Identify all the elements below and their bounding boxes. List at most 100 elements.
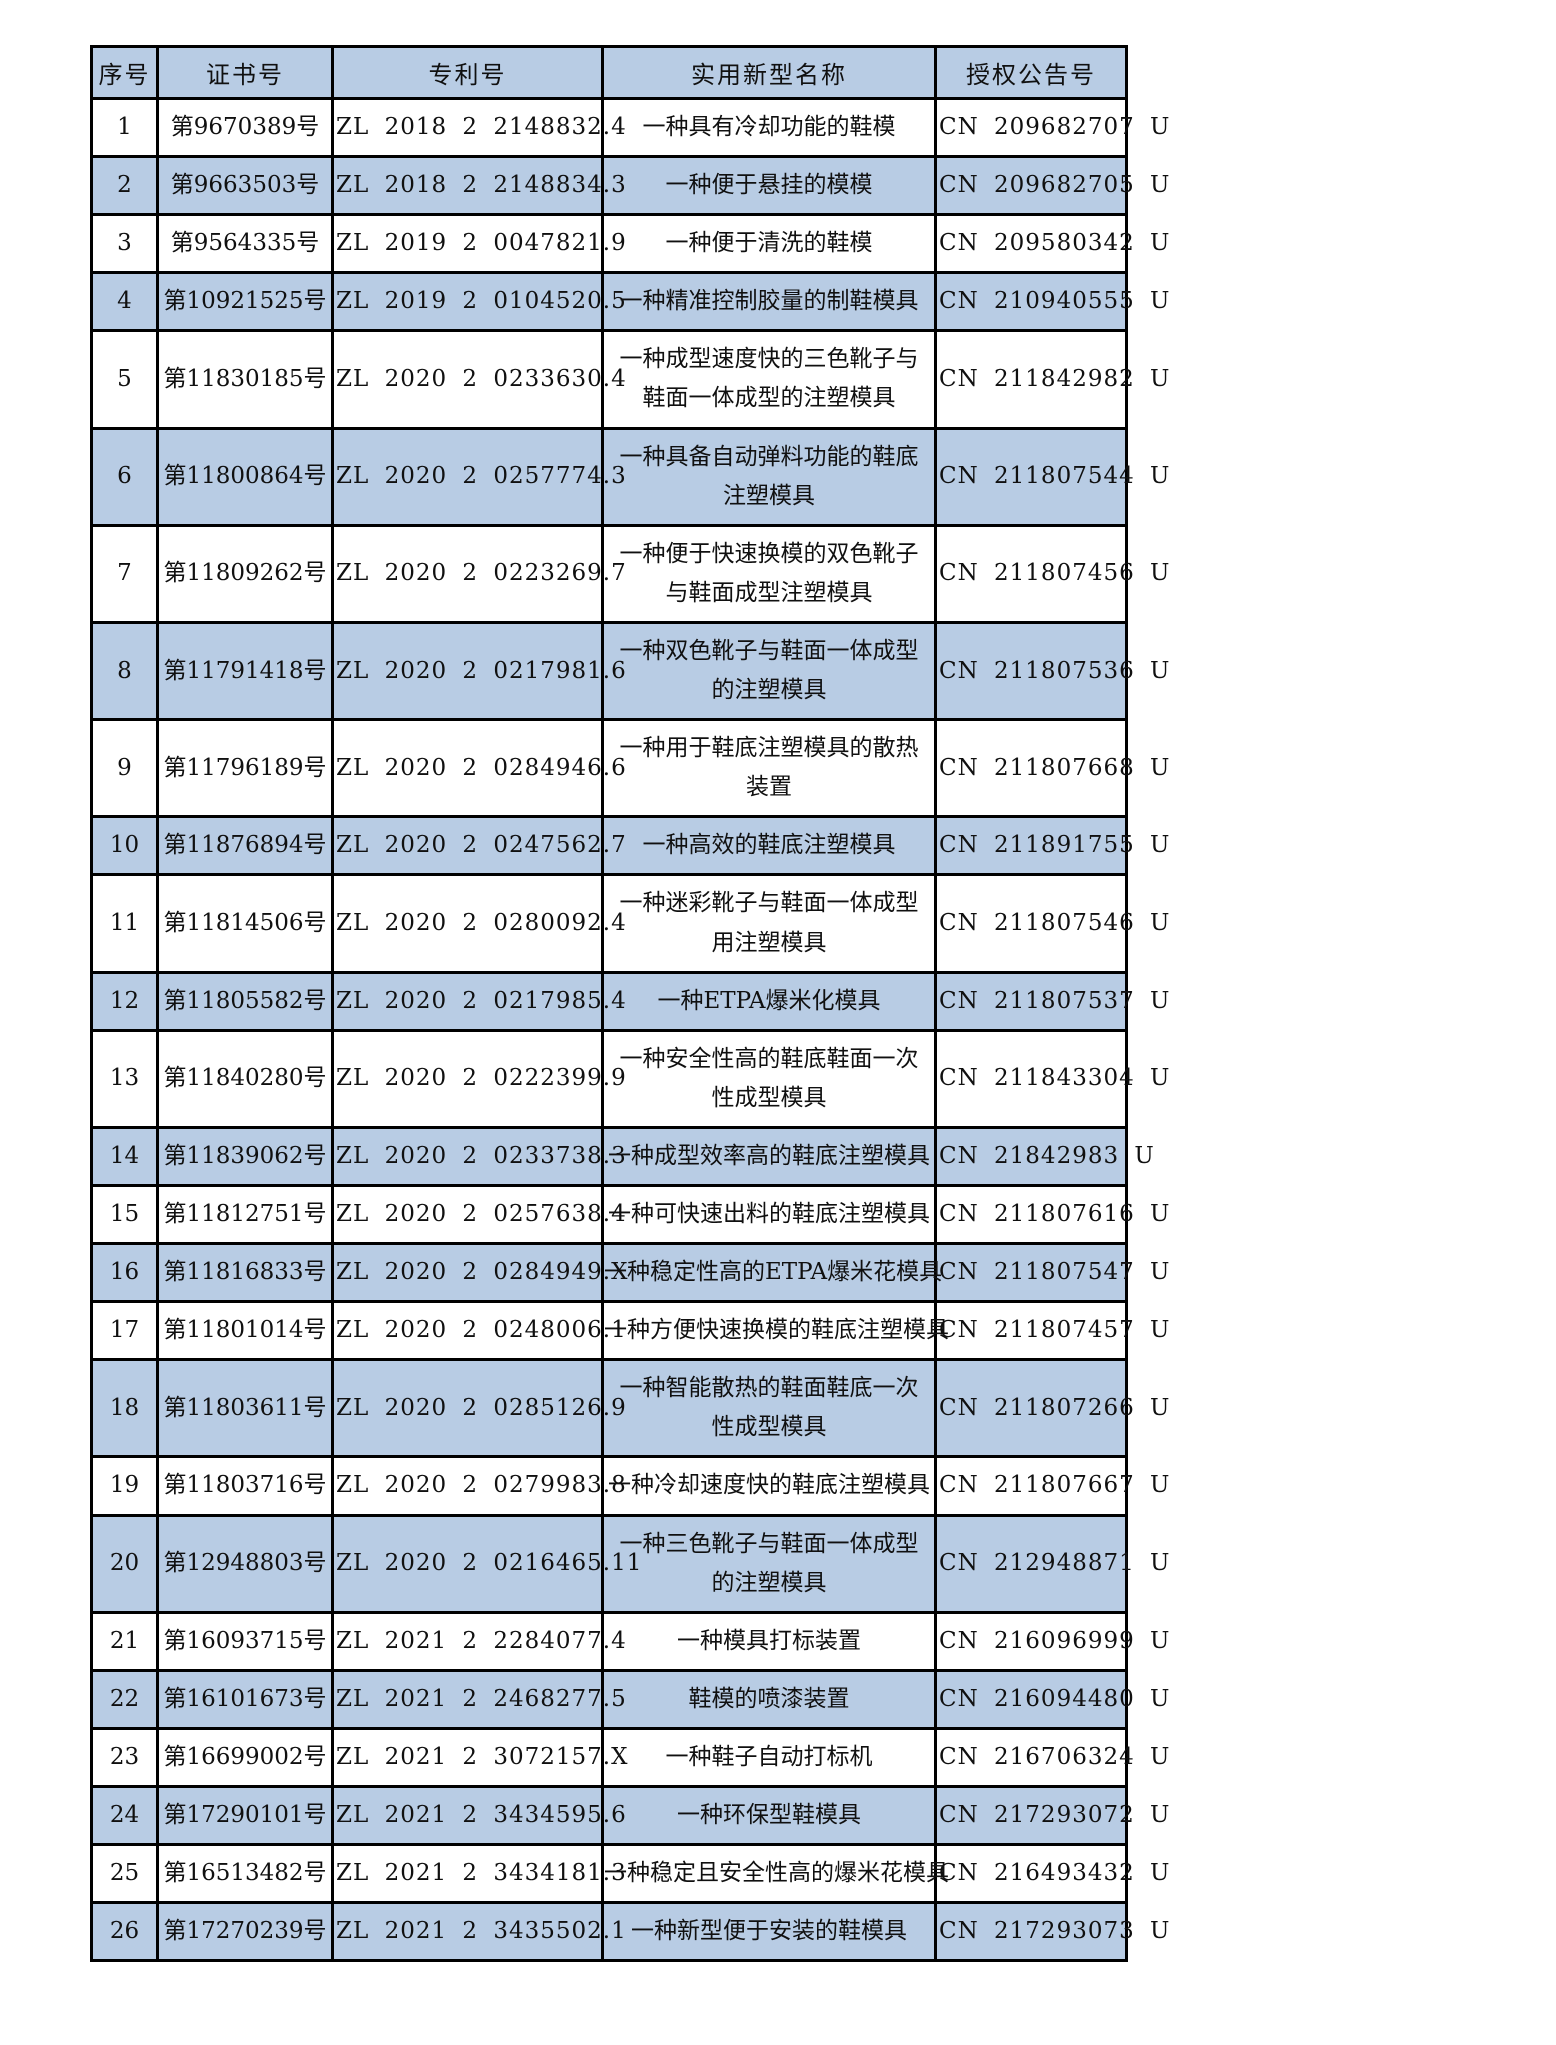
- col-header-utility-model-name: 实用新型名称: [601, 45, 937, 100]
- cell-patent-no: ZL 2020 2 0257774.3: [331, 426, 626, 527]
- cell-index: 12: [90, 970, 159, 1032]
- cell-utility-model-name: 一种成型效率高的鞋底注塑模具: [601, 1125, 937, 1187]
- col-header-patent-no: 专利号: [331, 45, 604, 100]
- table-row: 15 第11812751号 ZL 2020 2 0257638.4 一种可快速出料的鞋…: [90, 1183, 1169, 1246]
- cell-grant-publication-no: CN 211891755 U: [934, 815, 1169, 877]
- cell-utility-model-name: 一种具有冷却功能的鞋模: [601, 96, 937, 159]
- cell-index: 18: [90, 1358, 159, 1459]
- table-row: 5 第11830185号 ZL 2020 2 0233630.4 一种成型速度快的三色…: [90, 329, 1169, 430]
- cell-patent-no: ZL 2020 2 0285126.9: [331, 1358, 626, 1459]
- cell-utility-model-name: 一种便于悬挂的模模: [601, 155, 937, 217]
- table-row: 17 第11801014号 ZL 2020 2 0248006.1 一种方便快速换模的…: [90, 1300, 1169, 1362]
- cell-grant-publication-no: CN 211807616 U: [934, 1183, 1169, 1246]
- table-row: 2 第9663503号 ZL 2018 2 2148834.3 一种便于悬挂的模模 CN…: [90, 155, 1169, 217]
- cell-certificate-no: 第11876894号: [156, 815, 334, 877]
- cell-grant-publication-no: CN 211807536 U: [934, 620, 1169, 722]
- cell-index: 10: [90, 815, 159, 877]
- cell-grant-publication-no: CN 21842983 U: [934, 1125, 1154, 1187]
- cell-patent-no: ZL 2021 2 2468277.5: [331, 1668, 626, 1730]
- cell-index: 24: [90, 1784, 159, 1847]
- cell-utility-model-name: 一种模具打标装置: [601, 1610, 937, 1672]
- cell-patent-no: ZL 2020 2 0280092.4: [331, 873, 626, 974]
- cell-patent-no: ZL 2021 2 3434181.3: [331, 1843, 626, 1905]
- col-header-index: 序号: [90, 45, 159, 100]
- cell-grant-publication-no: CN 209682705 U: [934, 155, 1169, 217]
- table-row: 6 第11800864号 ZL 2020 2 0257774.3 一种具备自动弹料功能…: [90, 426, 1169, 527]
- cell-certificate-no: 第11830185号: [156, 329, 334, 430]
- table-row: 7 第11809262号 ZL 2020 2 0223269.7 一种便于快速换模的双…: [90, 523, 1169, 624]
- cell-patent-no: ZL 2020 2 0248006.1: [331, 1300, 626, 1362]
- cell-index: 14: [90, 1125, 159, 1187]
- cell-patent-no: ZL 2020 2 0284946.6: [331, 718, 626, 819]
- cell-index: 21: [90, 1610, 159, 1672]
- cell-utility-model-name: 一种具备自动弹料功能的鞋底 注塑模具: [601, 426, 937, 527]
- cell-grant-publication-no: CN 211807457 U: [934, 1300, 1169, 1362]
- cell-certificate-no: 第11809262号: [156, 523, 334, 624]
- cell-utility-model-name: 一种稳定性高的ETPA爆米花模具: [601, 1242, 942, 1304]
- table-row: 23 第16699002号 ZL 2021 2 3072157.X 一种鞋子自动打标机…: [90, 1726, 1169, 1789]
- cell-certificate-no: 第11791418号: [156, 620, 334, 722]
- cell-grant-publication-no: CN 209580342 U: [934, 213, 1169, 275]
- table-row: 24 第17290101号 ZL 2021 2 3434595.6 一种环保型鞋模具 C…: [90, 1784, 1169, 1847]
- cell-certificate-no: 第10921525号: [156, 271, 334, 333]
- cell-index: 16: [90, 1242, 159, 1304]
- cell-patent-no: ZL 2020 2 0233738.3: [331, 1125, 626, 1187]
- cell-utility-model-name: 一种ETPA爆米化模具: [601, 970, 937, 1032]
- cell-certificate-no: 第11839062号: [156, 1125, 334, 1187]
- cell-certificate-no: 第11805582号: [156, 970, 334, 1032]
- cell-index: 17: [90, 1300, 159, 1362]
- cell-patent-no: ZL 2021 2 3072157.X: [331, 1726, 627, 1789]
- cell-grant-publication-no: CN 210940555 U: [934, 271, 1169, 333]
- cell-patent-no: ZL 2021 2 3434595.6: [331, 1784, 626, 1847]
- cell-index: 23: [90, 1726, 159, 1789]
- cell-utility-model-name: 一种便于清洗的鞋模: [601, 213, 937, 275]
- cell-certificate-no: 第9663503号: [156, 155, 334, 217]
- table-row: 11 第11814506号 ZL 2020 2 0280092.4 一种迷彩靴子与鞋面…: [90, 873, 1169, 974]
- cell-patent-no: ZL 2020 2 0233630.4: [331, 329, 626, 430]
- cell-index: 6: [90, 426, 159, 527]
- cell-grant-publication-no: CN 211807544 U: [934, 426, 1169, 527]
- cell-index: 9: [90, 718, 159, 819]
- cell-utility-model-name: 一种双色靴子与鞋面一体成型 的注塑模具: [601, 620, 937, 722]
- cell-grant-publication-no: CN 211842982 U: [934, 329, 1169, 430]
- cell-grant-publication-no: CN 211807456 U: [934, 523, 1169, 624]
- table-row: 1 第9670389号 ZL 2018 2 2148832.4 一种具有冷却功能的鞋模…: [90, 96, 1169, 159]
- cell-grant-publication-no: CN 216493432 U: [934, 1843, 1169, 1905]
- cell-certificate-no: 第11803716号: [156, 1455, 334, 1517]
- cell-patent-no: ZL 2020 2 0284949.X: [331, 1242, 627, 1304]
- cell-patent-no: ZL 2020 2 0257638.4: [331, 1183, 626, 1246]
- cell-utility-model-name: 一种迷彩靴子与鞋面一体成型 用注塑模具: [601, 873, 937, 974]
- cell-patent-no: ZL 2021 2 2284077.4: [331, 1610, 626, 1672]
- table-row: 18 第11803611号 ZL 2020 2 0285126.9 一种智能散热的鞋面…: [90, 1358, 1169, 1459]
- cell-patent-no: ZL 2020 2 0247562.7: [331, 815, 626, 877]
- cell-index: 22: [90, 1668, 159, 1730]
- table-row: 10 第11876894号 ZL 2020 2 0247562.7 一种高效的鞋底注塑…: [90, 815, 1169, 877]
- cell-patent-no: ZL 2021 2 3435502.1: [331, 1901, 626, 1963]
- cell-utility-model-name: 一种鞋子自动打标机: [601, 1726, 937, 1789]
- cell-index: 7: [90, 523, 159, 624]
- cell-certificate-no: 第11800864号: [156, 426, 334, 527]
- cell-grant-publication-no: CN 211807537 U: [934, 970, 1169, 1032]
- cell-certificate-no: 第9564335号: [156, 213, 334, 275]
- cell-index: 15: [90, 1183, 159, 1246]
- table-row: 20 第12948803号 ZL 2020 2 0216465.11 一种三色靴子与鞋…: [90, 1513, 1169, 1614]
- table-row: 14 第11839062号 ZL 2020 2 0233738.3 一种成型效率高的鞋…: [90, 1125, 1154, 1187]
- cell-patent-no: ZL 2019 2 0104520.5: [331, 271, 626, 333]
- cell-index: 3: [90, 213, 159, 275]
- cell-utility-model-name: 一种便于快速换模的双色靴子 与鞋面成型注塑模具: [601, 523, 937, 624]
- cell-certificate-no: 第11814506号: [156, 873, 334, 974]
- cell-grant-publication-no: CN 211807667 U: [934, 1455, 1169, 1517]
- cell-patent-no: ZL 2020 2 0222399.9: [331, 1028, 626, 1129]
- cell-utility-model-name: 一种精准控制胶量的制鞋模具: [601, 271, 937, 333]
- col-header-certificate-no: 证书号: [156, 45, 334, 100]
- table-row: 12 第11805582号 ZL 2020 2 0217985.4 一种ETPA爆米化…: [90, 970, 1169, 1032]
- cell-utility-model-name: 一种成型速度快的三色靴子与 鞋面一体成型的注塑模具: [601, 329, 937, 430]
- cell-utility-model-name: 一种高效的鞋底注塑模具: [601, 815, 937, 877]
- cell-grant-publication-no: CN 209682707 U: [934, 96, 1169, 159]
- cell-grant-publication-no: CN 216094480 U: [934, 1668, 1169, 1730]
- cell-certificate-no: 第9670389号: [156, 96, 334, 159]
- cell-index: 25: [90, 1843, 159, 1905]
- cell-index: 13: [90, 1028, 159, 1129]
- cell-certificate-no: 第16101673号: [156, 1668, 334, 1730]
- cell-patent-no: ZL 2018 2 2148832.4: [331, 96, 626, 159]
